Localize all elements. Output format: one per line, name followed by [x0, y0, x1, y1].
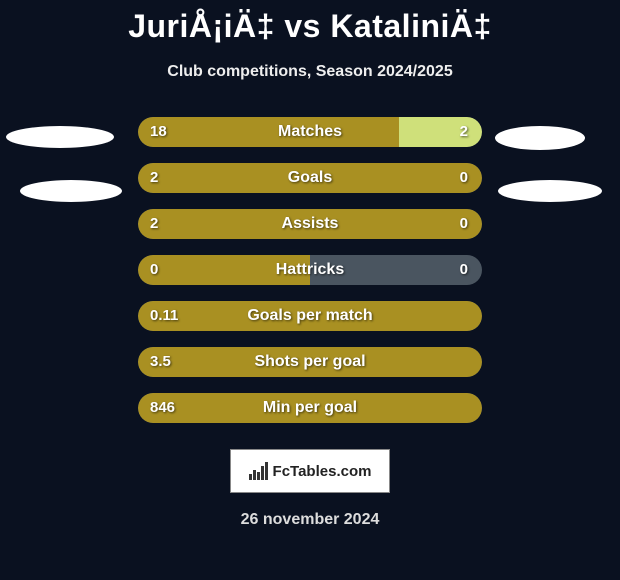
stat-row: 3.5Shots per goal	[0, 339, 620, 385]
stats-rows: 18Matches22Goals02Assists00Hattricks00.1…	[0, 109, 620, 431]
stat-right-value: 0	[460, 255, 468, 285]
stat-row: 0Hattricks0	[0, 247, 620, 293]
stat-row: 2Goals0	[0, 155, 620, 201]
stat-row: 2Assists0	[0, 201, 620, 247]
stat-row: 846Min per goal	[0, 385, 620, 431]
stat-label: Goals	[138, 163, 482, 193]
date-text: 26 november 2024	[0, 511, 620, 529]
stat-label: Min per goal	[138, 393, 482, 423]
stat-label: Assists	[138, 209, 482, 239]
stat-right-value: 0	[460, 209, 468, 239]
logo-box: FcTables.com	[230, 449, 390, 493]
bar-chart-icon	[249, 462, 269, 480]
stat-right-value: 2	[460, 117, 468, 147]
stat-row: 18Matches2	[0, 109, 620, 155]
stat-right-value: 0	[460, 163, 468, 193]
stat-label: Shots per goal	[138, 347, 482, 377]
stat-label: Matches	[138, 117, 482, 147]
stat-label: Hattricks	[138, 255, 482, 285]
page-title: JuriÅ¡iÄ‡ vs KataliniÄ‡	[0, 0, 620, 45]
stat-label: Goals per match	[138, 301, 482, 331]
subtitle: Club competitions, Season 2024/2025	[0, 63, 620, 81]
stat-row: 0.11Goals per match	[0, 293, 620, 339]
logo-text: FcTables.com	[273, 463, 372, 480]
